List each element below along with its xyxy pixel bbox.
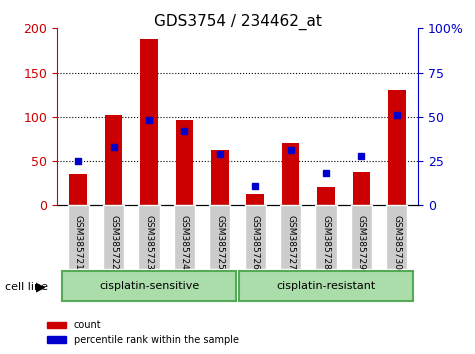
Text: cisplatin-sensitive: cisplatin-sensitive xyxy=(99,281,199,291)
Bar xyxy=(247,194,264,205)
FancyBboxPatch shape xyxy=(209,205,230,269)
Text: ▶: ▶ xyxy=(36,280,45,293)
Bar xyxy=(211,149,228,205)
Text: GSM385728: GSM385728 xyxy=(322,215,331,270)
Bar xyxy=(140,39,158,205)
FancyBboxPatch shape xyxy=(386,205,408,269)
FancyBboxPatch shape xyxy=(174,205,195,269)
FancyBboxPatch shape xyxy=(138,205,160,269)
Bar xyxy=(388,90,406,205)
Text: GSM385726: GSM385726 xyxy=(251,215,260,270)
Text: GSM385722: GSM385722 xyxy=(109,215,118,270)
FancyBboxPatch shape xyxy=(315,205,337,269)
Bar xyxy=(69,175,87,205)
FancyBboxPatch shape xyxy=(67,205,89,269)
Bar xyxy=(282,143,299,205)
FancyBboxPatch shape xyxy=(245,205,266,269)
Text: GSM385724: GSM385724 xyxy=(180,215,189,270)
Text: GSM385729: GSM385729 xyxy=(357,215,366,270)
Text: GSM385725: GSM385725 xyxy=(215,215,224,270)
Text: GSM385723: GSM385723 xyxy=(144,215,153,270)
Text: GSM385727: GSM385727 xyxy=(286,215,295,270)
FancyBboxPatch shape xyxy=(103,205,124,269)
Text: cisplatin-resistant: cisplatin-resistant xyxy=(276,281,376,291)
Text: GSM385730: GSM385730 xyxy=(392,215,401,270)
Bar xyxy=(105,115,123,205)
Bar xyxy=(176,120,193,205)
FancyBboxPatch shape xyxy=(239,271,413,301)
Text: GSM385721: GSM385721 xyxy=(74,215,83,270)
Text: cell line: cell line xyxy=(5,282,48,292)
Legend: count, percentile rank within the sample: count, percentile rank within the sample xyxy=(43,316,243,349)
FancyBboxPatch shape xyxy=(62,271,236,301)
Text: GDS3754 / 234462_at: GDS3754 / 234462_at xyxy=(153,14,322,30)
FancyBboxPatch shape xyxy=(351,205,372,269)
FancyBboxPatch shape xyxy=(280,205,301,269)
Bar xyxy=(317,187,335,205)
Bar xyxy=(352,172,370,205)
